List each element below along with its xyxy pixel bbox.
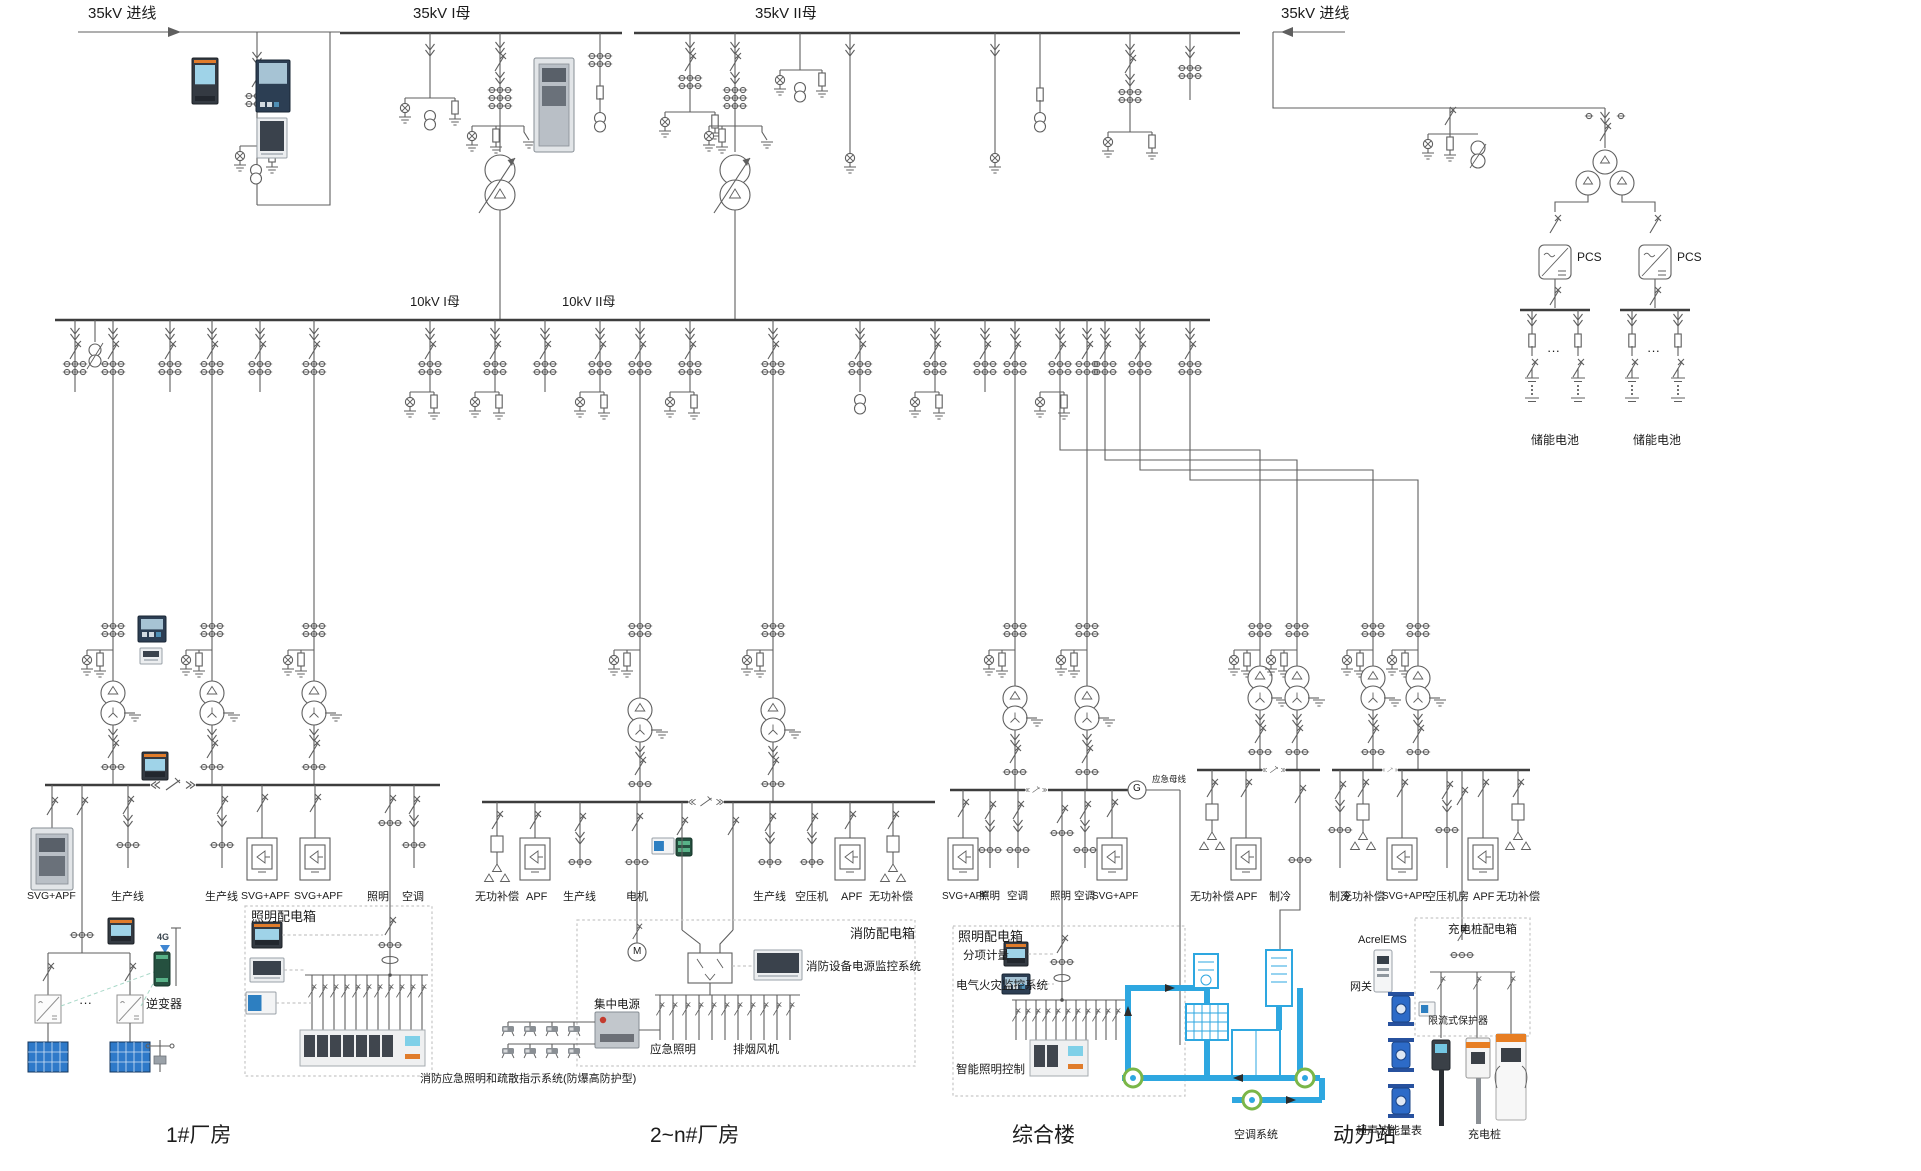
- device-gw: [1373, 949, 1393, 993]
- device-grn: [675, 837, 693, 857]
- weather-station-icon: [145, 1040, 175, 1072]
- device-m3: [249, 957, 285, 983]
- incoming-35kv-left: [78, 27, 340, 206]
- device-m1: [107, 917, 135, 945]
- lv-buses: [45, 765, 1530, 807]
- device-m2: [255, 59, 291, 113]
- solar-panel-icon: [109, 1041, 151, 1073]
- section-power-station: [1199, 770, 1531, 1126]
- bus-35kv-2: [634, 31, 1240, 320]
- device-m1: [1003, 941, 1029, 967]
- device-m2: [1001, 973, 1031, 995]
- device-m2: [137, 615, 167, 643]
- device-cab: [533, 57, 575, 153]
- device-m3: [753, 949, 803, 981]
- charger-cabinet: [1494, 1033, 1528, 1121]
- device-ctl: [245, 991, 277, 1015]
- charger-pole: [1431, 1039, 1451, 1126]
- device-ctl: [651, 837, 675, 855]
- section-plant1: [27, 615, 433, 1077]
- building-transformers: [81, 618, 1447, 802]
- section-plant2: [484, 802, 916, 1067]
- diagram-wiring: [27, 27, 1690, 1126]
- device-din: [299, 1029, 426, 1067]
- device-m3: [139, 647, 163, 665]
- device-grn: [153, 951, 171, 987]
- device-bm: [1388, 1038, 1414, 1072]
- incoming-35kv-right-storage: [1272, 27, 1690, 403]
- device-cab: [30, 827, 74, 891]
- device-m1: [191, 57, 219, 105]
- section-office: [947, 780, 1186, 1097]
- bus-35kv-1: [340, 31, 622, 320]
- solar-panel-icon: [27, 1041, 69, 1073]
- device-m1: [141, 751, 169, 781]
- bus-10kv: [55, 318, 1419, 618]
- device-din: [1029, 1039, 1089, 1077]
- device-m3: [256, 117, 288, 159]
- device-m1: [251, 921, 283, 949]
- device-bm: [1388, 992, 1414, 1026]
- device-pwr: [594, 1011, 640, 1049]
- device-bm: [1388, 1084, 1414, 1118]
- charger-wallbox: [1465, 1037, 1491, 1124]
- device-ctl: [1418, 1001, 1436, 1017]
- hvac-system-diagram: [1122, 949, 1325, 1111]
